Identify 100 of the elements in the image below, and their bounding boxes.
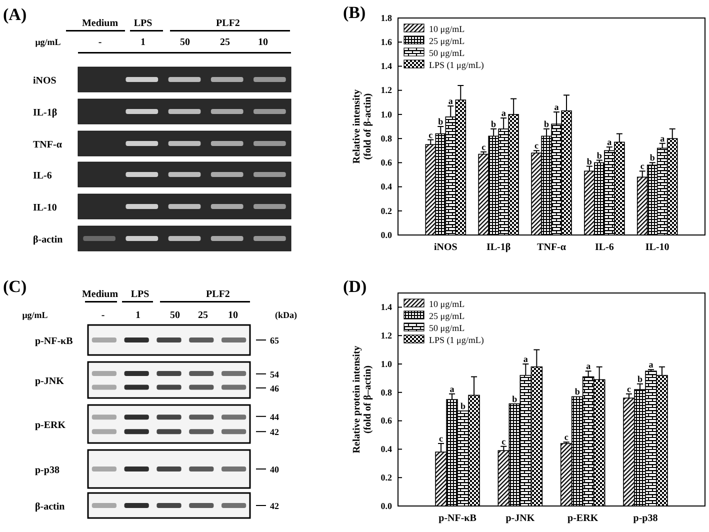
text: β-actin xyxy=(35,502,66,512)
y-tick-label: 0.8 xyxy=(380,133,392,144)
x-tick-label: iNOS xyxy=(434,242,458,254)
text: 44 xyxy=(270,412,280,422)
legend-label: LPS (1 μg/mL) xyxy=(429,335,484,345)
data-label: b xyxy=(512,394,518,404)
text: (A) xyxy=(3,5,27,24)
y-tick-label: 0.4 xyxy=(380,182,392,192)
text: TNF-α xyxy=(33,140,62,150)
x-tick-label: IL-1β xyxy=(486,242,511,254)
data-label: a xyxy=(501,108,506,118)
y-tick-label: 1.0 xyxy=(380,109,392,120)
text: - xyxy=(101,310,105,321)
text: Medium xyxy=(82,289,119,300)
y-tick-label: 1.8 xyxy=(380,12,392,23)
legend-label: LPS (1 μg/mL) xyxy=(429,60,484,70)
data-label: c xyxy=(482,142,486,152)
data-label: b xyxy=(491,118,496,129)
text: β-actin xyxy=(33,234,64,246)
text: p-NF-κB xyxy=(35,336,74,347)
y-axis-title: Relative intensity (fold of β-actin) xyxy=(352,89,374,164)
x-tick-label: p-JNK xyxy=(506,513,535,524)
y-tick-label: 1.2 xyxy=(380,85,392,96)
chart-title: (D) xyxy=(343,277,367,296)
text: 1 xyxy=(140,37,146,48)
text: μg/mL xyxy=(35,37,61,47)
legend-label: 50 μg/mL xyxy=(429,323,465,333)
text: LPS xyxy=(134,18,153,29)
data-label: a xyxy=(554,102,560,112)
data-label: a xyxy=(448,96,454,106)
text: 1 xyxy=(136,310,140,321)
text: p-JNK xyxy=(35,376,64,387)
y-tick-label: 0.6 xyxy=(380,158,392,168)
data-label: b xyxy=(438,116,444,126)
text: 42 xyxy=(270,427,280,438)
legend-label: 25 μg/mL xyxy=(429,311,465,321)
y-tick-label: 1.6 xyxy=(380,36,392,47)
data-label: a xyxy=(586,361,592,372)
data-label: a xyxy=(607,136,612,147)
text: PLF2 xyxy=(206,289,230,300)
data-label: b xyxy=(460,400,466,411)
legend-label: 50 μg/mL xyxy=(429,48,465,58)
y-tick-label: 1.4 xyxy=(380,302,392,312)
text: IL-10 xyxy=(33,202,57,214)
text: IL-1β xyxy=(33,108,58,118)
x-tick-label: p-p38 xyxy=(633,513,658,524)
text: IL-6 xyxy=(33,170,52,182)
text: 54 xyxy=(270,369,280,380)
text: 10 xyxy=(228,310,238,321)
x-tick-label: IL-10 xyxy=(645,242,670,254)
data-label: c xyxy=(640,161,644,172)
data-label: b xyxy=(586,156,592,166)
data-label: a xyxy=(523,354,528,364)
chart-title: (B) xyxy=(343,3,366,22)
text: p-p38 xyxy=(35,465,60,476)
data-label: c xyxy=(502,436,506,446)
y-tick-label: 0.6 xyxy=(380,416,392,426)
x-tick-label: p-NF-κB xyxy=(438,513,477,524)
data-label: a xyxy=(648,360,654,370)
y-axis-title: Relative protein intensity (fold of β–actin) xyxy=(352,346,374,454)
x-tick-label: IL-6 xyxy=(594,242,614,254)
data-label: b xyxy=(650,152,655,163)
data-label: b xyxy=(637,374,642,384)
legend-label: 10 μg/mL xyxy=(429,299,465,309)
y-tick-label: 0.0 xyxy=(380,230,392,240)
text: 10 xyxy=(258,37,268,48)
y-tick-label: 0.0 xyxy=(380,500,392,511)
y-tick-label: 0.4 xyxy=(380,444,392,454)
data-label: a xyxy=(450,384,455,394)
text: μg/mL xyxy=(22,310,48,320)
data-label: c xyxy=(428,130,433,140)
y-tick-label: 0.8 xyxy=(380,387,392,398)
y-tick-label: 1.2 xyxy=(380,330,392,340)
text: 40 xyxy=(270,464,280,474)
text: 46 xyxy=(270,383,280,394)
text: LPS xyxy=(130,289,150,300)
text: (kDa) xyxy=(275,310,297,320)
x-tick-label: p-ERK xyxy=(568,513,598,524)
legend-label: 10 μg/mL xyxy=(429,24,465,34)
data-label: c xyxy=(439,434,444,444)
text: 65 xyxy=(270,336,280,346)
text: 42 xyxy=(270,501,280,511)
text: 25 xyxy=(198,310,208,321)
legend-label: 25 μg/mL xyxy=(429,36,465,46)
data-label: b xyxy=(596,150,602,160)
data-label: b xyxy=(544,118,550,129)
data-label: b xyxy=(574,386,580,397)
text: 25 xyxy=(220,37,230,48)
data-label: a xyxy=(660,133,666,144)
y-tick-label: 1.0 xyxy=(380,358,392,369)
y-tick-label: 0.2 xyxy=(380,206,392,216)
x-tick-label: TNF-α xyxy=(537,242,566,254)
text: p-ERK xyxy=(35,420,66,431)
data-label: c xyxy=(564,432,568,442)
text: iNOS xyxy=(33,76,57,86)
text: 50 xyxy=(180,37,190,48)
text: Medium xyxy=(82,18,119,29)
text: PLF2 xyxy=(216,18,240,29)
text: 50 xyxy=(170,310,180,321)
text: - xyxy=(98,37,102,48)
